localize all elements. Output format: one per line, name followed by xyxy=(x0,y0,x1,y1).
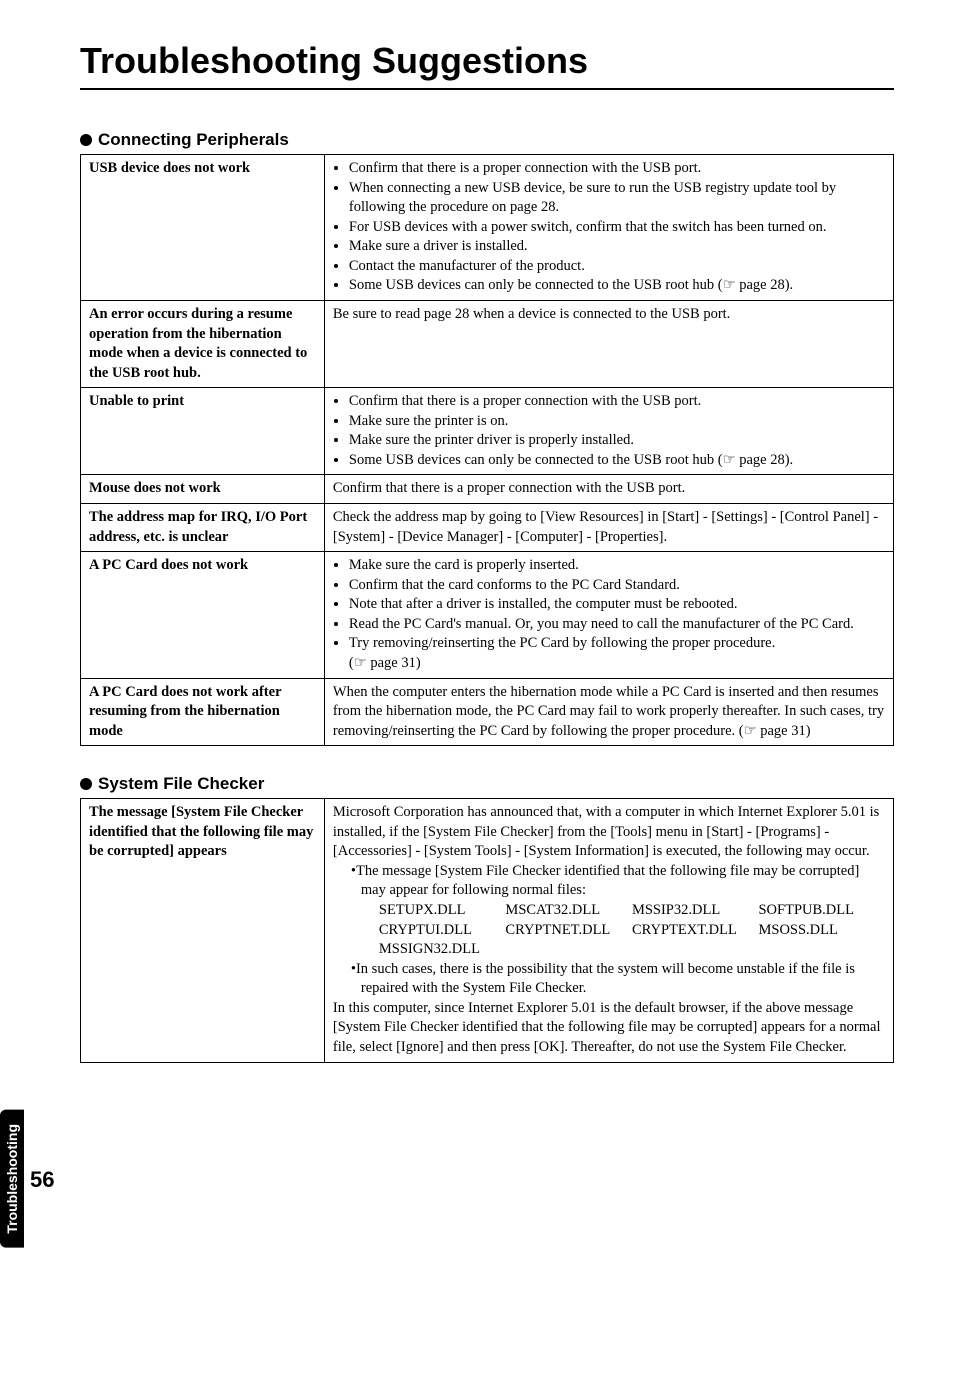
desc-unable-print: Confirm that there is a proper connectio… xyxy=(324,388,893,475)
dll-name: CRYPTEXT.DLL xyxy=(632,921,759,941)
label-mouse-no-work: Mouse does not work xyxy=(81,475,325,504)
label-usb-no-work: USB device does not work xyxy=(81,155,325,301)
bullet-icon xyxy=(80,778,92,790)
dll-row-2: CRYPTUI.DLL CRYPTNET.DLL CRYPTEXT.DLL MS… xyxy=(333,921,885,941)
section-header-peripherals: Connecting Peripherals xyxy=(80,130,894,150)
table-row: A PC Card does not work after resuming f… xyxy=(81,678,894,746)
dll-name: MSSIP32.DLL xyxy=(632,901,759,921)
bullet-text: Confirm that there is a proper connectio… xyxy=(349,159,885,179)
page-content: Troubleshooting Suggestions Connecting P… xyxy=(0,0,954,1213)
bullet-text: When connecting a new USB device, be sur… xyxy=(349,179,885,218)
bullet-text: Confirm that there is a proper connectio… xyxy=(349,392,885,412)
desc-mouse-no-work: Confirm that there is a proper connectio… xyxy=(324,475,893,504)
bullet-text: Make sure the card is properly inserted. xyxy=(349,556,885,576)
sfc-p2: In this computer, since Internet Explore… xyxy=(333,999,885,1058)
bullet-text: Make sure a driver is installed. xyxy=(349,237,885,257)
bullet-text: Note that after a driver is installed, t… xyxy=(349,595,885,615)
label-unable-print: Unable to print xyxy=(81,388,325,475)
desc-pccard-no-work: Make sure the card is properly inserted.… xyxy=(324,552,893,678)
table-row: USB device does not work Confirm that th… xyxy=(81,155,894,301)
bullet-text: Make sure the printer driver is properly… xyxy=(349,431,885,451)
sfc-sub1b: may appear for following normal files: xyxy=(333,881,885,901)
sfc-sub1a: •The message [System File Checker identi… xyxy=(333,862,885,882)
side-tab-troubleshooting: Troubleshooting xyxy=(0,1110,24,1248)
desc-usb-no-work: Confirm that there is a proper connectio… xyxy=(324,155,893,301)
bullet-text: Some USB devices can only be connected t… xyxy=(349,276,885,296)
table-row: An error occurs during a resume operatio… xyxy=(81,300,894,387)
table-row: Mouse does not work Confirm that there i… xyxy=(81,475,894,504)
bullet-text: Some USB devices can only be connected t… xyxy=(349,451,885,471)
dll-name: SOFTPUB.DLL xyxy=(758,901,885,921)
page-number: 56 xyxy=(30,1167,54,1193)
dll-name: CRYPTUI.DLL xyxy=(379,921,506,941)
dll-name: CRYPTNET.DLL xyxy=(505,921,632,941)
sfc-sub2a: •In such cases, there is the possibility… xyxy=(333,960,885,980)
bullet-icon xyxy=(80,134,92,146)
section-header-sfc-text: System File Checker xyxy=(98,774,264,794)
table-row: Unable to print Confirm that there is a … xyxy=(81,388,894,475)
sfc-sub2b: repaired with the System File Checker. xyxy=(333,979,885,999)
label-err-resume: An error occurs during a resume operatio… xyxy=(81,300,325,387)
table-row: The message [System File Checker identif… xyxy=(81,799,894,1062)
title-rule xyxy=(80,88,894,90)
section-header-peripherals-text: Connecting Peripherals xyxy=(98,130,289,150)
desc-sfc-msg: Microsoft Corporation has announced that… xyxy=(324,799,893,1062)
table-sfc: The message [System File Checker identif… xyxy=(80,798,894,1062)
dll-name: SETUPX.DLL xyxy=(379,901,506,921)
page-title: Troubleshooting Suggestions xyxy=(80,40,894,82)
dll-name: MSCAT32.DLL xyxy=(505,901,632,921)
table-row: A PC Card does not work Make sure the ca… xyxy=(81,552,894,678)
desc-pccard-resume: When the computer enters the hibernation… xyxy=(324,678,893,746)
bullet-text: Confirm that the card conforms to the PC… xyxy=(349,576,885,596)
bullet-text: Read the PC Card's manual. Or, you may n… xyxy=(349,615,885,635)
desc-addr-map: Check the address map by going to [View … xyxy=(324,504,893,552)
label-addr-map: The address map for IRQ, I/O Port addres… xyxy=(81,504,325,552)
section-header-sfc: System File Checker xyxy=(80,774,894,794)
bullet-text: Contact the manufacturer of the product. xyxy=(349,257,885,277)
desc-err-resume: Be sure to read page 28 when a device is… xyxy=(324,300,893,387)
bullet-text: Make sure the printer is on. xyxy=(349,412,885,432)
dll-row-1: SETUPX.DLL MSCAT32.DLL MSSIP32.DLL SOFTP… xyxy=(333,901,885,921)
table-row: The address map for IRQ, I/O Port addres… xyxy=(81,504,894,552)
table-peripherals: USB device does not work Confirm that th… xyxy=(80,154,894,746)
dll-name: MSOSS.DLL xyxy=(758,921,885,941)
bullet-text: For USB devices with a power switch, con… xyxy=(349,218,885,238)
bullet-text: Try removing/reinserting the PC Card by … xyxy=(349,634,885,673)
label-pccard-resume: A PC Card does not work after resuming f… xyxy=(81,678,325,746)
label-sfc-msg: The message [System File Checker identif… xyxy=(81,799,325,1062)
dll-row-3: MSSIGN32.DLL xyxy=(333,940,885,960)
sfc-p1: Microsoft Corporation has announced that… xyxy=(333,803,885,862)
label-pccard-no-work: A PC Card does not work xyxy=(81,552,325,678)
